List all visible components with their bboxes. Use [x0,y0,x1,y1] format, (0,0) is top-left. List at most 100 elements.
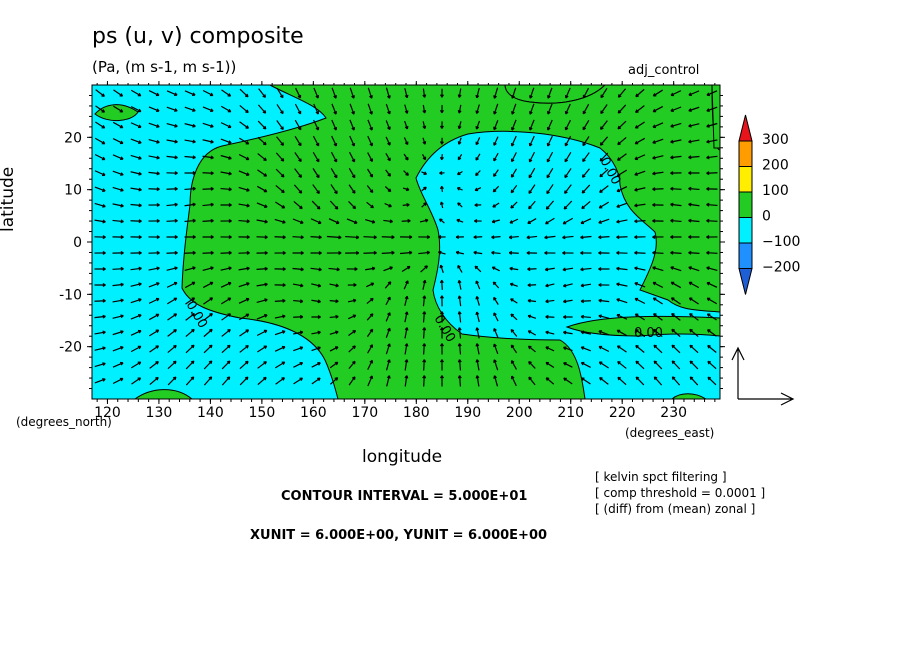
wind-vector [616,219,628,223]
wind-vector-head [102,298,106,303]
wind-vector [599,377,609,385]
wind-vector [422,295,426,307]
wind-vector-head [156,171,160,176]
wind-vector-head [262,141,267,146]
wind-vector-head [706,250,710,255]
wind-vector-head [422,295,427,299]
wind-vector-head [299,314,304,319]
wind-vector [239,121,249,129]
wind-vector-head [262,110,267,114]
wind-vector [148,139,160,143]
wind-vector-head [316,174,320,179]
wind-vector [476,343,480,355]
wind-vector-head [333,127,338,131]
wind-vector-head [210,139,214,144]
wind-vector-head [174,250,178,255]
wind-vector [706,172,718,174]
wind-vector-head [120,172,124,176]
wind-vector [94,331,106,335]
wind-vector-head [102,362,106,366]
wind-vector-head [580,361,585,366]
wind-vector [202,266,214,272]
wind-vector-head [688,155,692,160]
wind-vector-head [387,110,391,115]
wind-vector-head [423,171,428,175]
wind-vector-head [316,205,321,210]
wind-vector [528,345,536,353]
wind-vector-head [191,328,195,333]
wind-vector-head [245,360,249,365]
wind-vector-head [475,375,480,379]
wind-vector-head [404,295,409,300]
wind-vector-head [564,174,568,179]
wind-vector [348,360,356,370]
wind-vector-head [475,157,479,161]
wind-vectors [94,87,718,387]
wind-vector [94,300,106,302]
wind-vector [564,184,572,194]
wind-vector [493,328,499,338]
wind-vector-head [438,250,442,255]
wind-vector-head [137,361,142,366]
wind-vector [564,168,572,178]
wind-vector-head [635,109,639,113]
wind-vector [239,88,249,98]
wind-vector [706,220,718,222]
wind-vector-head [210,108,214,113]
wind-vector [257,136,267,146]
wind-vector-head [373,235,377,240]
wind-vector [491,251,501,255]
wind-vector-head [227,344,231,349]
wind-vector-head [599,377,603,381]
wind-vector-head [474,265,479,270]
wind-vector-head [369,111,373,115]
wind-vector-head [120,219,124,224]
wind-vector [256,298,268,304]
wind-vector [688,155,700,159]
wind-vector [404,120,408,130]
wind-vector-head [369,95,373,99]
wind-vector-head [598,204,603,209]
wind-vector-head [707,329,711,333]
wind-vector [221,360,231,370]
wind-vector [706,297,718,305]
wind-vector [565,87,571,99]
wind-vector-head [475,94,480,99]
wind-vector [95,89,105,97]
wind-vector-head [335,220,340,225]
wind-vector-head [670,92,675,97]
wind-vector [493,136,499,146]
wind-vector [202,203,214,207]
wind-vector-head [208,376,213,380]
wind-vector-head [282,250,286,255]
positive-region-1 [181,84,721,400]
wind-vector-head [653,328,657,333]
wind-vector-head [156,187,160,192]
wind-vector [275,377,285,385]
wind-vector-head [688,235,692,239]
wind-vector [112,186,124,192]
wind-vector-head [706,281,711,286]
wind-vector [511,87,517,99]
wind-vector-head [493,157,497,162]
wind-vector-head [616,345,621,349]
wind-vector-head [511,127,515,131]
wind-vector [527,218,537,224]
wind-vector [598,236,610,238]
wind-vector [581,346,591,352]
wind-vector-head [598,298,602,303]
wind-vector [130,154,142,160]
wind-vector [94,219,106,223]
wind-vector [706,106,718,112]
wind-vector [113,105,123,113]
wind-vector [238,153,250,161]
wind-vector-head [511,111,515,115]
wind-vector [510,298,518,304]
wind-vector-head [422,279,427,284]
wind-vector [94,153,106,161]
wind-vector-head [333,158,338,163]
wind-vector-head [564,190,568,194]
wind-vector [276,87,284,99]
wind-vector-head [423,202,427,206]
